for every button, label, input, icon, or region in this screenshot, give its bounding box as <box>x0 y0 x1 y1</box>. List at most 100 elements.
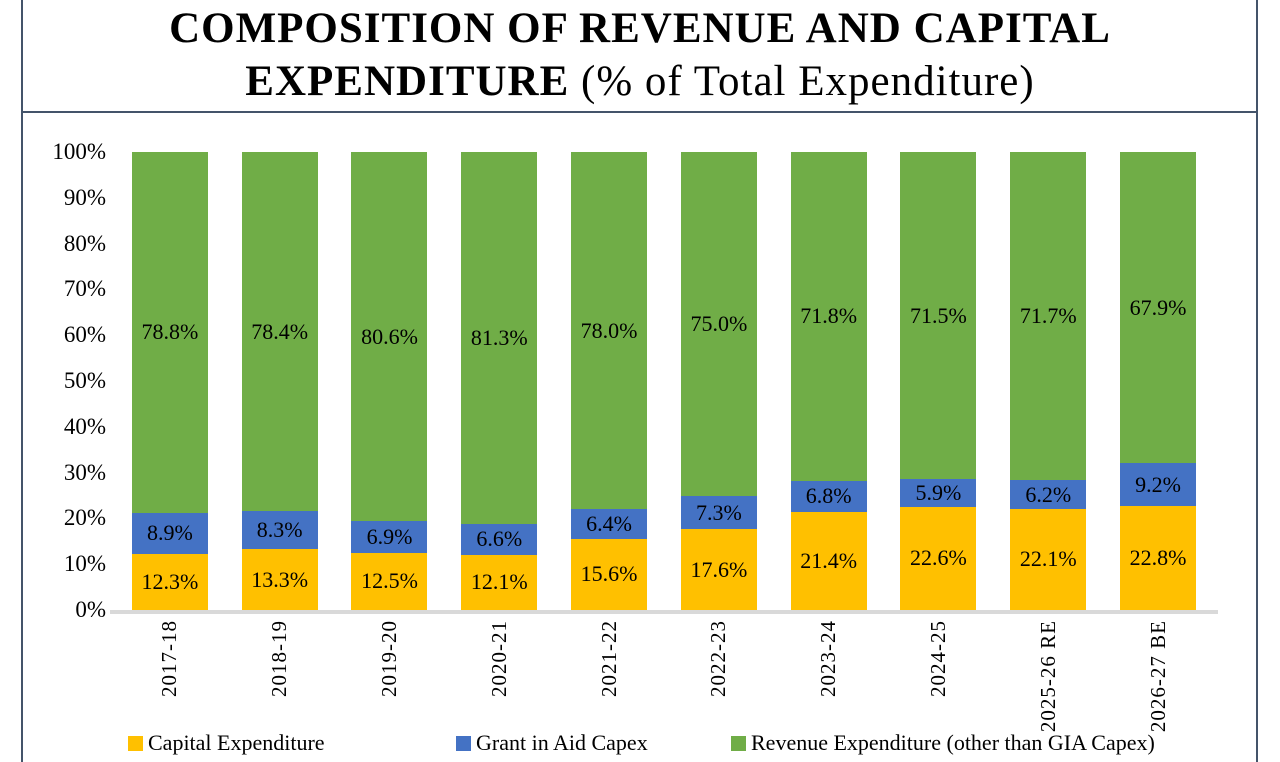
data-label: 6.9% <box>366 523 413 549</box>
stacked-bar-2020-21: 12.1% 6.6% 81.3% <box>461 152 538 610</box>
y-axis-tick-label: 90% <box>63 184 106 210</box>
x-axis-label: 2022-23 <box>706 620 731 697</box>
bar-segment-grant-in-aid-capex: 7.3% <box>680 495 757 530</box>
bar-segment-revenue-expenditure: 81.3% <box>461 152 538 525</box>
bar-segment-grant-in-aid-capex: 6.2% <box>1010 480 1087 509</box>
bar-segment-grant-in-aid-capex: 6.9% <box>351 521 428 553</box>
legend-item-grant-in-aid-capex: Grant in Aid Capex <box>456 729 648 757</box>
data-label: 22.6% <box>910 545 967 571</box>
x-axis-label-slot: 2023-24 <box>774 620 884 728</box>
data-label: 13.3% <box>251 566 309 592</box>
x-axis-label: 2026-27 BE <box>1145 620 1170 733</box>
data-label: 75.0% <box>690 311 748 337</box>
bar-segment-grant-in-aid-capex: 8.9% <box>131 512 208 554</box>
legend-item-capital-expenditure: Capital Expenditure <box>128 729 325 757</box>
bar-slot: 17.6% 7.3% 75.0% <box>664 152 774 610</box>
bar-slot: 22.8% 9.2% 67.9% <box>1103 152 1213 610</box>
data-label: 78.4% <box>251 318 309 344</box>
stacked-bar-2024-25: 22.6% 5.9% 71.5% <box>900 152 977 610</box>
title-divider-line <box>21 111 1258 113</box>
data-label: 6.4% <box>586 510 632 536</box>
data-label: 22.8% <box>1129 544 1187 570</box>
bar-segment-capital-expenditure: 22.8% <box>1120 505 1197 610</box>
legend-label: Revenue Expenditure (other than GIA Cape… <box>751 730 1155 755</box>
y-axis-tick-label: 60% <box>63 322 106 348</box>
data-label: 71.5% <box>910 302 967 328</box>
data-label: 12.1% <box>470 569 528 595</box>
data-label: 9.2% <box>1135 471 1181 497</box>
stacked-bar-2017-18: 12.3% 8.9% 78.8% <box>131 152 208 610</box>
x-axis-label-slot: 2017-18 <box>115 620 225 728</box>
data-label: 78.0% <box>580 317 638 343</box>
stacked-bar-2021-22: 15.6% 6.4% 78.0% <box>571 152 648 610</box>
bar-segment-revenue-expenditure: 67.9% <box>1120 152 1197 464</box>
y-axis-tick-label: 80% <box>63 230 106 256</box>
bar-segment-capital-expenditure: 13.3% <box>241 549 318 610</box>
y-axis: 0% 10% 20% 30% 40% 50% 60% 70% 80% 90% 100% <box>0 0 106 762</box>
x-axis-label: 2017-18 <box>157 620 182 697</box>
x-axis-label: 2021-22 <box>596 620 621 697</box>
bar-segment-revenue-expenditure: 75.0% <box>680 152 757 496</box>
y-axis-tick-label: 0% <box>75 597 106 622</box>
legend-swatch <box>128 735 143 751</box>
y-axis-tick-label: 50% <box>63 368 106 393</box>
data-label: 12.3% <box>141 568 199 594</box>
data-label: 6.2% <box>1025 481 1072 507</box>
data-label: 15.6% <box>580 561 638 587</box>
data-label: 22.1% <box>1019 546 1077 572</box>
legend-swatch <box>731 735 746 751</box>
bar-segment-grant-in-aid-capex: 9.2% <box>1120 463 1197 506</box>
y-axis-tick-label: 70% <box>63 276 106 302</box>
stacked-bar-2023-24: 21.4% 6.8% 71.8% <box>790 152 867 610</box>
data-label: 21.4% <box>800 548 858 573</box>
chart-title-line2-rest: (% of Total Expenditure) <box>569 58 1035 105</box>
stacked-bar-2025-26-re: 22.1% 6.2% 71.7% <box>1010 152 1087 610</box>
chart-title-line2: EXPENDITURE (% of Total Expenditure) <box>24 55 1256 108</box>
data-label: 12.5% <box>361 568 418 594</box>
y-axis-tick-label: 100% <box>52 139 106 164</box>
bar-segment-revenue-expenditure: 80.6% <box>351 152 428 522</box>
y-axis-tick-label: 40% <box>63 413 106 439</box>
x-axis-label: 2024-25 <box>925 620 950 697</box>
legend-swatch <box>456 735 471 751</box>
data-label: 81.3% <box>470 325 528 351</box>
data-label: 6.8% <box>805 483 852 509</box>
x-axis-label: 2018-19 <box>267 620 292 697</box>
x-axis-label-slot: 2025-26 RE <box>993 620 1103 732</box>
bar-segment-revenue-expenditure: 71.7% <box>1010 152 1087 481</box>
data-label: 8.9% <box>146 520 193 546</box>
bar-slot: 12.1% 6.6% 81.3% <box>444 152 554 610</box>
bar-segment-revenue-expenditure: 71.8% <box>790 152 867 481</box>
chart-title: COMPOSITION OF REVENUE AND CAPITAL EXPEN… <box>24 2 1256 110</box>
data-label: 71.7% <box>1019 303 1077 329</box>
x-axis-label: 2020-21 <box>486 620 511 697</box>
x-axis-label-slot: 2026-27 BE <box>1103 620 1213 732</box>
x-axis-label: 2019-20 <box>376 620 401 697</box>
data-label: 71.8% <box>800 303 858 329</box>
bar-segment-capital-expenditure: 22.1% <box>1010 508 1087 610</box>
data-label: 6.6% <box>476 526 523 552</box>
x-axis-label-slot: 2018-19 <box>225 620 335 728</box>
frame-border-left <box>21 0 23 762</box>
x-axis-label: 2023-24 <box>816 620 841 697</box>
bar-segment-capital-expenditure: 12.3% <box>131 553 208 610</box>
plot-area: 12.3% 8.9% 78.8% 13.3% 8.3% 78.4% 12.5% 6.9% 80.… <box>115 152 1213 610</box>
y-axis-tick-label: 20% <box>63 505 106 531</box>
frame-border-right <box>1256 0 1258 762</box>
data-label: 7.3% <box>695 499 742 525</box>
bar-segment-capital-expenditure: 21.4% <box>790 512 867 610</box>
legend-label: Grant in Aid Capex <box>476 730 648 755</box>
bar-slot: 22.6% 5.9% 71.5% <box>884 152 994 610</box>
stacked-bar-2018-19: 13.3% 8.3% 78.4% <box>241 152 318 610</box>
stacked-bar-2019-20: 12.5% 6.9% 80.6% <box>351 152 428 610</box>
bar-slot: 15.6% 6.4% 78.0% <box>554 152 664 610</box>
bar-segment-grant-in-aid-capex: 5.9% <box>900 479 977 507</box>
data-label: 78.8% <box>141 319 199 345</box>
chart-title-line1: COMPOSITION OF REVENUE AND CAPITAL <box>169 5 1111 52</box>
bar-segment-grant-in-aid-capex: 6.6% <box>461 524 538 555</box>
chart-title-line2-bold: EXPENDITURE <box>245 58 570 105</box>
x-axis-label: 2025-26 RE <box>1035 620 1060 733</box>
bar-segment-capital-expenditure: 15.6% <box>571 538 648 610</box>
bar-segment-revenue-expenditure: 78.8% <box>131 152 208 513</box>
data-label: 67.9% <box>1129 294 1187 320</box>
